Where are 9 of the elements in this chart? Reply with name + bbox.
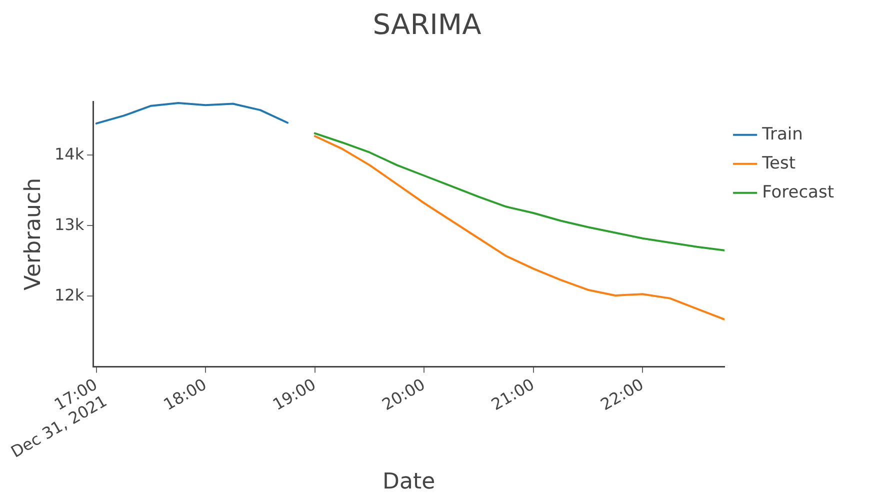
chart-title: SARIMA xyxy=(372,8,482,42)
y-tick-label: 14k xyxy=(54,144,85,164)
y-axis-title: Verbrauch xyxy=(20,178,46,290)
y-tick-label: 13k xyxy=(54,214,85,234)
legend-label: Train xyxy=(761,124,803,144)
legend-label: Test xyxy=(761,153,796,174)
x-axis-title: Date xyxy=(382,470,436,495)
y-tick-label: 12k xyxy=(54,285,85,304)
legend-label: Forecast xyxy=(762,182,834,202)
